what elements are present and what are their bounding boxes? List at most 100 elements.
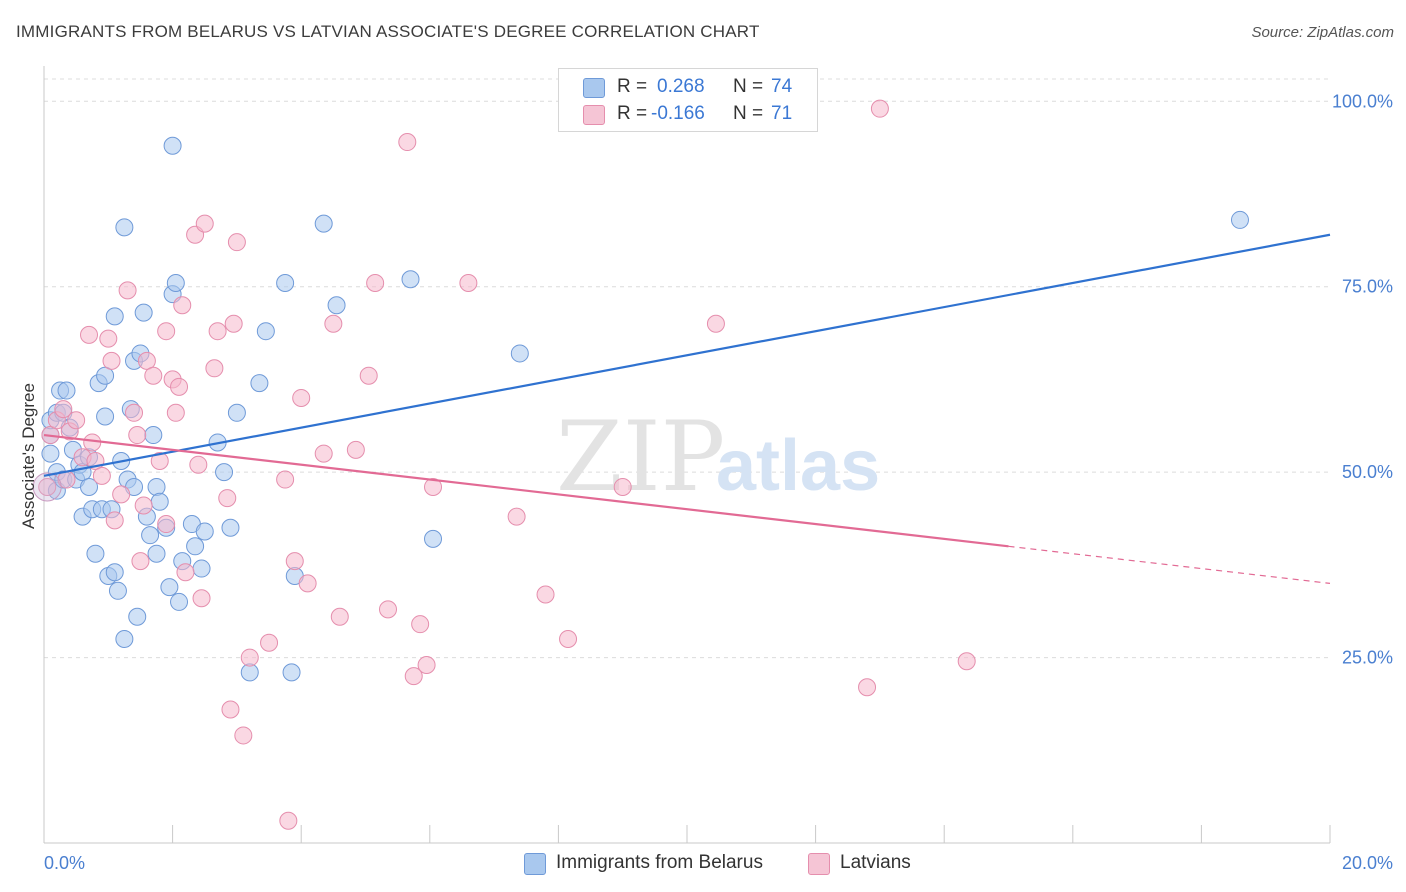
point-latvians [131,552,150,571]
point-latvians [112,485,131,504]
trend-line-latvians-extension [1008,545,1331,584]
point-belarus [195,522,214,541]
point-belarus [96,407,115,426]
trend-lines [43,233,1331,584]
point-latvians [706,314,725,333]
legend-n-label: N = [733,76,764,97]
legend-r-value: 0.268 [657,76,705,97]
point-latvians [195,214,214,233]
point-latvians [870,99,889,118]
point-latvians [128,426,147,445]
y-tick-label: 100.0% [1332,91,1393,111]
series-legend: Immigrants from Belarus Latvians [0,852,1406,878]
point-belarus [105,563,124,582]
point-latvians [276,470,295,489]
point-latvians [404,667,423,686]
y-tick-label: 75.0% [1342,277,1393,297]
point-belarus [144,426,163,445]
point-latvians [536,585,555,604]
point-latvians [346,440,365,459]
legend-swatch-blue [583,78,605,98]
point-belarus [150,492,169,511]
point-cluster [32,472,62,502]
point-belarus [163,136,182,155]
point-latvians [424,477,443,496]
point-latvians [102,351,121,370]
point-latvians [144,366,163,385]
trend-line-latvians [43,433,1009,548]
point-latvians [125,403,144,422]
point-latvians [224,314,243,333]
point-belarus [1230,210,1249,229]
point-latvians [314,444,333,463]
point-belarus [57,381,76,400]
point-belarus [401,270,420,289]
x-tick-label-max: 20.0% [1342,853,1393,873]
point-latvians [92,466,111,485]
legend-swatch-pink [583,105,605,125]
point-belarus [227,403,246,422]
legend-r-label: R = [617,76,648,97]
point-latvians [260,633,279,652]
point-belarus [141,526,160,545]
point-latvians [189,455,208,474]
point-belarus [134,303,153,322]
point-latvians [240,648,259,667]
point-belarus [170,592,189,611]
point-latvians [192,589,211,608]
point-latvians [38,477,57,496]
point-latvians [613,477,632,496]
y-tick-label: 50.0% [1342,462,1393,482]
grid-lines [44,78,1330,659]
legend-n-label: N = [733,103,764,124]
point-latvians [285,552,304,571]
point-belarus [86,544,105,563]
point-latvians [234,726,253,745]
point-latvians [298,574,317,593]
point-latvians [118,281,137,300]
point-latvians [957,652,976,671]
point-latvians [227,233,246,252]
point-belarus [128,607,147,626]
point-latvians [411,615,430,634]
point-latvians [330,607,349,626]
point-belarus [510,344,529,363]
point-latvians [176,563,195,582]
series-label-belarus: Immigrants from Belarus [556,852,763,873]
point-belarus [282,663,301,682]
point-latvians [205,359,224,378]
point-latvians [170,377,189,396]
point-belarus [327,296,346,315]
legend-n-value: 74 [771,76,793,97]
point-latvians [173,296,192,315]
series-swatch-latvians [808,853,830,875]
point-belarus [115,630,134,649]
point-latvians [417,655,436,674]
point-belarus [41,444,60,463]
legend-r-label: R = [617,103,648,124]
point-latvians [157,322,176,341]
legend-n-value: 71 [771,103,793,124]
point-belarus [186,537,205,556]
point-latvians [99,329,118,348]
point-belarus [424,529,443,548]
point-belarus [160,578,179,597]
point-belarus [105,307,124,326]
point-latvians [398,133,417,152]
point-latvians [166,403,185,422]
point-latvians [221,700,240,719]
point-latvians [80,325,99,344]
point-latvians [559,630,578,649]
point-latvians [150,452,169,470]
y-tick-label: 25.0% [1342,648,1393,668]
point-latvians [218,489,237,508]
point-belarus [108,581,127,600]
point-latvians [83,433,102,452]
point-belarus [147,544,166,563]
point-belarus [166,273,185,292]
point-belarus [215,463,234,482]
point-belarus [96,366,115,385]
watermark-atlas: atlas [716,426,880,506]
data-points [32,99,1249,830]
